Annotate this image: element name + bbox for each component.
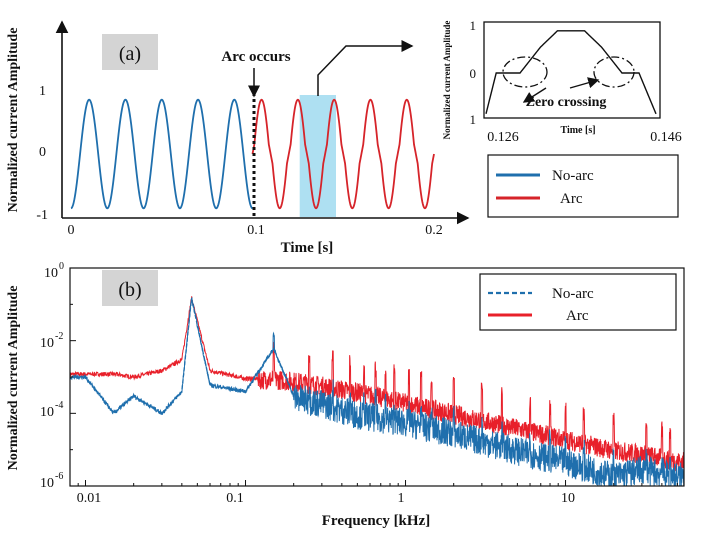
panel-a-x-tick-0.1: 0.1 xyxy=(247,223,265,238)
panel-a-y-tick-1: 1 xyxy=(39,84,46,99)
inset-y-tick-mid: 0 xyxy=(470,66,477,81)
panel-b-legend-no-arc-label: No-arc xyxy=(552,286,594,302)
inset-x-tick-end: 0.146 xyxy=(650,130,682,145)
panel-b-x-tick-0.01: 0.01 xyxy=(77,491,102,506)
panel-a-x-tick-0.2: 0.2 xyxy=(425,223,443,238)
panel-b-y-tick-base-1e-2: 10 xyxy=(40,336,54,351)
panel-b-legend-arc-label: Arc xyxy=(566,308,589,324)
panel-a-x-label: Time [s] xyxy=(281,240,334,256)
panel-a-x-tick-0: 0 xyxy=(68,223,75,238)
inset-y-tick-bottom: 1 xyxy=(470,112,477,127)
panel-a-tag: (a) xyxy=(119,43,141,65)
panel-a-legend-no-arc-label: No-arc xyxy=(552,168,594,184)
arc-waveform-line xyxy=(251,98,435,210)
inset-x-tick-start: 0.126 xyxy=(487,130,519,145)
panel-b-x-tick-0.1: 0.1 xyxy=(226,491,244,506)
arc-occurs-label: Arc occurs xyxy=(221,49,290,65)
panel-b-y-tick-1e-6: 10 -6 xyxy=(40,471,63,491)
no-arc-waveform-line xyxy=(70,98,253,210)
inset-arc-waveform xyxy=(485,30,657,115)
panel-a: Arc occurs 1 0 -1 0 0.1 0.2 Time [s] Nor… xyxy=(6,18,682,256)
inset-frame xyxy=(483,21,661,119)
panel-b-legend-box xyxy=(479,273,677,331)
panel-b-y-label: Normalized current Amplitude xyxy=(6,286,21,471)
panel-b-x-tick-10: 10 xyxy=(561,491,575,506)
inset-zero-crossing-marker-left xyxy=(502,56,548,88)
inset-zero-crossing-marker-right xyxy=(593,56,635,88)
panel-b-arc-series xyxy=(70,296,684,472)
panel-b-y-tick-base-1e-6: 10 xyxy=(40,476,54,491)
panel-a-y-tick-0: 0 xyxy=(39,145,46,160)
panel-b-x-label: Frequency [kHz] xyxy=(322,513,430,529)
panel-a-y-label: Normalized current Amplitude xyxy=(6,28,21,213)
inset-annotation: Zero crossing xyxy=(526,95,607,110)
panel-a-legend: No-arc Arc xyxy=(487,154,679,218)
panel-b: 10 0 10 -2 10 -4 10 -6 0.01 0.1 1 10 Fre… xyxy=(6,261,685,529)
panel-a-legend-box xyxy=(487,154,679,218)
panel-b-tag-box xyxy=(102,270,158,306)
inset-arrow-right xyxy=(569,77,600,89)
inset-callout-arrow xyxy=(317,40,414,96)
panel-a-y-tick-neg1: -1 xyxy=(36,208,48,223)
panel-b-legend: No-arc Arc xyxy=(479,273,677,331)
inset-x-label: Time [s] xyxy=(560,125,595,136)
panel-b-y-tick-1e-4: 10 -4 xyxy=(40,400,63,420)
panel-b-y-tick-exp-1e-2: -2 xyxy=(55,331,63,342)
panel-b-y-tick-base-1e-4: 10 xyxy=(40,405,54,420)
panel-b-tag: (b) xyxy=(118,279,141,301)
panel-b-y-tick-1e-2: 10 -2 xyxy=(40,331,63,351)
panel-a-tag-box xyxy=(102,34,158,70)
inset-y-tick-top: 1 xyxy=(470,18,477,33)
panel-b-ticks xyxy=(69,267,678,487)
panel-a-legend-arc-label: Arc xyxy=(560,191,583,207)
panel-b-y-tick-exp-1e-6: -6 xyxy=(55,471,63,482)
panel-a-no-arc-series xyxy=(70,98,253,210)
panel-a-arc-series xyxy=(251,98,435,210)
inset-y-label: Normalized current Amplitude xyxy=(442,21,452,140)
panel-b-y-tick-exp-1e-4: -4 xyxy=(55,400,63,411)
panel-b-y-tick-exp-1e0: 0 xyxy=(59,261,64,272)
panel-b-y-tick-1e0: 10 0 xyxy=(44,261,64,281)
inset-plot: Zero crossing 1 0 1 0.126 0.146 Time [s]… xyxy=(442,18,682,145)
panel-b-x-tick-1: 1 xyxy=(398,491,405,506)
panel-b-no-arc-dashed-trace xyxy=(78,298,295,414)
panel-b-y-tick-base-1e0: 10 xyxy=(44,266,58,281)
inset-arrow-left xyxy=(522,87,547,103)
